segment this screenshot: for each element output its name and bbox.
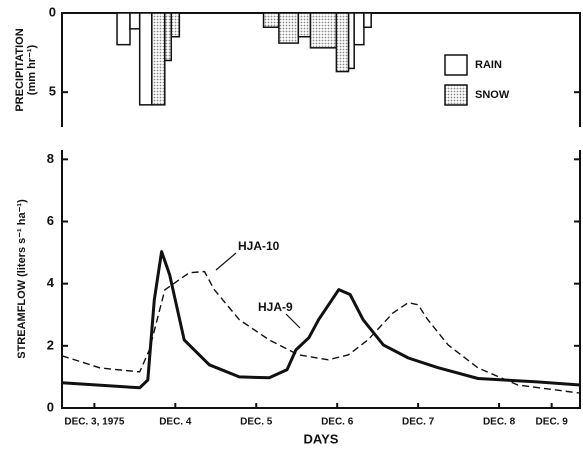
bar (262, 12, 280, 28)
bar (138, 12, 153, 106)
x-tick-label: DEC. 7 (402, 417, 435, 428)
bar (164, 12, 173, 62)
x-tick-label: DEC. 5 (240, 417, 273, 428)
y-tick-label: 8 (47, 151, 54, 166)
x-tick-label: DEC. 6 (321, 417, 354, 428)
series-label: HJA-9 (258, 300, 293, 314)
bar (116, 12, 131, 46)
legend-label: RAIN (475, 59, 502, 71)
x-axis-label: DAYS (304, 431, 339, 446)
bar (129, 12, 141, 30)
x-tick-label: DEC. 3, 1975 (64, 417, 124, 428)
bar (309, 12, 338, 49)
x-tick-label: DEC. 4 (159, 417, 192, 428)
series-label: HJA-10 (238, 239, 280, 253)
bar (363, 12, 372, 28)
legend-label: SNOW (475, 89, 510, 101)
bar (347, 12, 355, 70)
y-tick-label: 4 (47, 275, 55, 290)
x-tick-label: DEC. 9 (536, 417, 569, 428)
y-tick-label: 2 (47, 337, 54, 352)
x-tick-label: DEC. 8 (483, 417, 516, 428)
line (61, 250, 581, 390)
bar (151, 12, 166, 106)
bar (278, 12, 300, 44)
bar (353, 12, 365, 46)
bar (335, 12, 350, 73)
label-arrow (215, 252, 237, 271)
line (61, 270, 581, 394)
y-tick-label: 0 (47, 399, 54, 414)
y-axis-label-line: PRECIPITATION (14, 28, 26, 111)
y-axis-label: STREAMFLOW (liters s⁻¹ ha⁻¹) (16, 199, 28, 359)
legend-swatch (444, 54, 468, 76)
frame (61, 150, 581, 409)
bar (170, 12, 181, 38)
legend-swatch (444, 84, 468, 106)
bar (297, 12, 312, 38)
y-axis-label-line: (mm hr⁻¹) (26, 44, 38, 95)
y-tick-label: 5 (49, 84, 56, 99)
y-tick-label: 6 (47, 213, 54, 228)
y-axis-label: PRECIPITATION(mm hr⁻¹) (14, 28, 38, 111)
label-arrow (285, 313, 301, 329)
y-tick-label: 0 (49, 4, 56, 19)
